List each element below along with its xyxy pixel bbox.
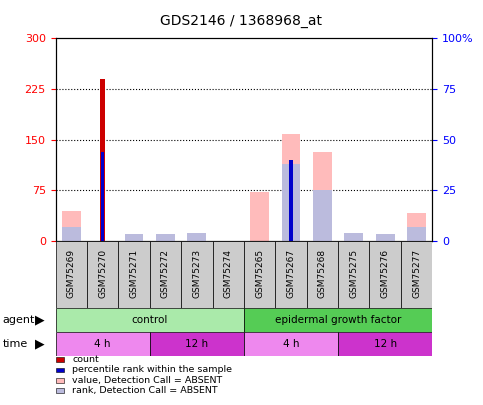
Bar	[244, 308, 432, 332]
Text: GSM75268: GSM75268	[318, 249, 327, 298]
Bar	[118, 241, 150, 308]
Text: 4 h: 4 h	[94, 339, 111, 349]
Bar	[62, 211, 81, 241]
Bar	[213, 241, 244, 308]
Text: epidermal growth factor: epidermal growth factor	[275, 315, 401, 325]
Text: GSM75267: GSM75267	[286, 249, 296, 298]
Text: GSM75269: GSM75269	[67, 249, 76, 298]
Bar	[101, 152, 104, 241]
Bar	[275, 241, 307, 308]
Bar	[100, 79, 105, 241]
Text: GSM75270: GSM75270	[98, 249, 107, 298]
Text: rank, Detection Call = ABSENT: rank, Detection Call = ABSENT	[72, 386, 218, 395]
Bar	[150, 241, 181, 308]
Bar	[376, 234, 395, 241]
Text: GDS2146 / 1368968_at: GDS2146 / 1368968_at	[160, 14, 323, 28]
Bar	[344, 233, 363, 241]
Text: GSM75273: GSM75273	[192, 249, 201, 298]
Text: GSM75272: GSM75272	[161, 249, 170, 298]
Bar	[156, 234, 175, 241]
Bar	[244, 332, 338, 356]
Text: 12 h: 12 h	[185, 339, 208, 349]
Bar	[150, 332, 244, 356]
Bar	[62, 228, 81, 241]
Bar	[181, 241, 213, 308]
Bar	[313, 152, 332, 241]
Text: ▶: ▶	[35, 313, 44, 326]
Bar	[282, 164, 300, 241]
Bar	[407, 228, 426, 241]
Bar	[307, 241, 338, 308]
Text: agent: agent	[2, 315, 35, 325]
Text: GSM75271: GSM75271	[129, 249, 139, 298]
Text: value, Detection Call = ABSENT: value, Detection Call = ABSENT	[72, 376, 223, 385]
Bar	[369, 241, 401, 308]
Text: GSM75275: GSM75275	[349, 249, 358, 298]
Bar	[125, 234, 143, 241]
Bar	[313, 190, 332, 241]
Text: GSM75274: GSM75274	[224, 249, 233, 298]
Text: GSM75277: GSM75277	[412, 249, 421, 298]
Text: 12 h: 12 h	[374, 339, 397, 349]
Bar	[407, 213, 426, 241]
Bar	[338, 241, 369, 308]
Bar	[187, 233, 206, 241]
Text: count: count	[72, 355, 99, 364]
Text: GSM75265: GSM75265	[255, 249, 264, 298]
Bar	[87, 241, 118, 308]
Bar	[56, 308, 244, 332]
Bar	[289, 160, 293, 241]
Bar	[282, 134, 300, 241]
Text: control: control	[131, 315, 168, 325]
Bar	[338, 332, 432, 356]
Bar	[244, 241, 275, 308]
Text: ▶: ▶	[35, 338, 44, 351]
Bar	[56, 241, 87, 308]
Bar	[250, 192, 269, 241]
Text: time: time	[2, 339, 28, 349]
Text: 4 h: 4 h	[283, 339, 299, 349]
Text: percentile rank within the sample: percentile rank within the sample	[72, 365, 232, 375]
Bar	[56, 332, 150, 356]
Text: GSM75276: GSM75276	[381, 249, 390, 298]
Bar	[401, 241, 432, 308]
